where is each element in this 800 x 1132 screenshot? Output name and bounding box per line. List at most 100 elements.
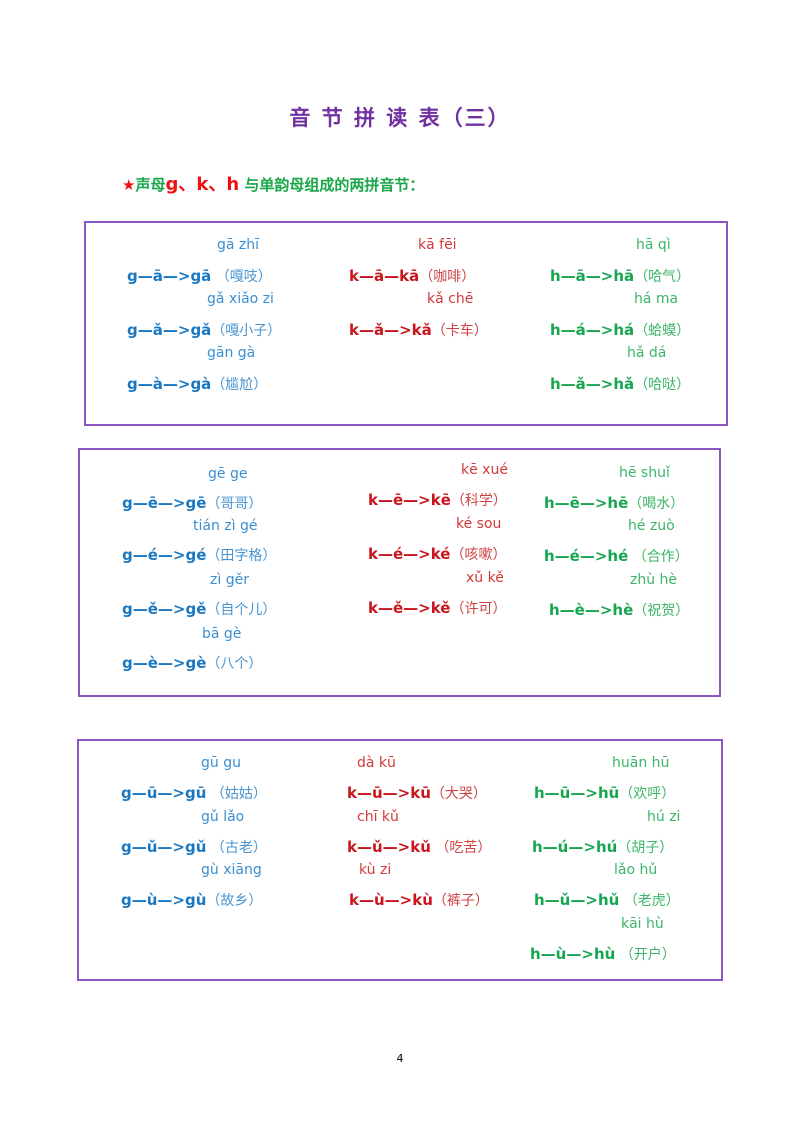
example-word: （科学） <box>450 493 507 509</box>
example-word: （蛤蟆） <box>634 323 691 339</box>
spelling-formula: h—è—>hè（祝贺） <box>549 600 689 621</box>
spelling-formula: h—ǔ—>hǔ （老虎） <box>534 890 680 911</box>
spelling-formula: g—ē—>gē（哥哥） <box>122 493 262 514</box>
formula-text: h—ǔ—> <box>534 891 598 909</box>
spelling-formula: h—ē—>hē（喝水） <box>544 493 684 514</box>
example-word: （哈气） <box>634 269 691 285</box>
example-word: （哥哥） <box>206 496 263 512</box>
result-syllable: gā <box>190 267 212 285</box>
spelling-formula: g—ǎ—>gǎ（嘎小子） <box>127 320 281 341</box>
spelling-formula: g—ǔ—>gǔ （古老） <box>121 837 267 858</box>
example-word: （嘎小子） <box>211 323 282 339</box>
spelling-formula: g—ū—>gū （姑姑） <box>121 783 267 804</box>
result-syllable: kā <box>399 267 420 285</box>
spelling-formula: h—é—>hé （合作） <box>544 546 689 567</box>
spelling-formula: h—á—>há（蛤蟆） <box>550 320 690 341</box>
heading-text: 声母 <box>135 176 166 194</box>
section-heading: ★声母g、k、h 与单韵母组成的两拼音节： <box>122 170 424 196</box>
formula-text: g—ù—> <box>121 891 185 909</box>
example-word: （合作） <box>628 549 689 565</box>
result-syllable: hú <box>595 838 618 856</box>
pinyin-label: gā zhī <box>217 237 260 253</box>
formula-text: h—ǎ—> <box>550 375 614 393</box>
result-syllable: hǔ <box>597 891 620 909</box>
pinyin-label: gū gu <box>201 755 241 771</box>
result-syllable: hù <box>593 945 616 963</box>
spelling-formula: g—à—>gà（尴尬） <box>127 374 267 395</box>
pinyin-label: hē shuǐ <box>619 465 670 481</box>
pinyin-label: chī kǔ <box>357 809 399 825</box>
example-word: （自个儿） <box>206 602 277 618</box>
result-syllable: hé <box>607 547 629 565</box>
pinyin-label: hā qì <box>636 237 671 253</box>
pinyin-label: kā fēi <box>418 237 457 253</box>
formula-text: k—ū—> <box>347 784 411 802</box>
formula-text: h—á—> <box>550 321 614 339</box>
spelling-formula: h—ú—>hú（胡子） <box>532 837 673 858</box>
spelling-formula: h—ù—>hù （开户） <box>530 944 676 965</box>
example-word: （咖啡） <box>419 269 476 285</box>
example-word: （大哭） <box>430 786 487 802</box>
pinyin-label: kù zi <box>359 862 392 878</box>
example-word: （嘎吱） <box>211 269 272 285</box>
formula-text: g—ū—> <box>121 784 185 802</box>
pinyin-label: kē xué <box>461 462 508 478</box>
star-icon: ★ <box>122 176 136 194</box>
spelling-formula: g—è—>gè（八个） <box>122 653 262 674</box>
pinyin-label: dà kū <box>357 755 396 771</box>
formula-text: h—ú—> <box>532 838 596 856</box>
spelling-formula: h—ā—>hā（哈气） <box>550 266 690 287</box>
result-syllable: hū <box>597 784 620 802</box>
pinyin-label: gù xiāng <box>201 862 262 878</box>
pinyin-label: hú zi <box>647 809 681 825</box>
spelling-formula: g—é—>gé（田字格） <box>122 545 276 566</box>
heading-text: 与单韵母组成的两拼音节： <box>239 176 425 194</box>
result-syllable: kě <box>430 599 451 617</box>
result-syllable: kǔ <box>410 838 431 856</box>
pinyin-label: bā gè <box>202 626 242 642</box>
formula-text: g—é—> <box>122 546 186 564</box>
formula-text: g—ē—> <box>122 494 186 512</box>
formula-text: g—ě—> <box>122 600 186 618</box>
spelling-formula: k—é—>ké（咳嗽） <box>368 544 506 565</box>
example-word: （古老） <box>206 840 267 856</box>
pinyin-label: gǔ lǎo <box>201 809 245 825</box>
formula-text: h—ū—> <box>534 784 598 802</box>
pinyin-label: zhù hè <box>630 572 678 588</box>
example-word: （裤子） <box>432 893 489 909</box>
example-word: （哈哒） <box>634 377 691 393</box>
result-syllable: gū <box>184 784 207 802</box>
example-word: （尴尬） <box>211 377 268 393</box>
pinyin-label: há ma <box>634 291 679 307</box>
formula-text: k—ǔ—> <box>347 838 411 856</box>
spelling-formula: k—ā—kā（咖啡） <box>349 266 475 287</box>
result-syllable: há <box>613 321 635 339</box>
example-word: （开户） <box>615 947 676 963</box>
pinyin-label: lǎo hǔ <box>614 862 658 878</box>
formula-text: k—ù—> <box>349 891 413 909</box>
pinyin-label: hé zuò <box>628 518 675 534</box>
pinyin-label: tián zì gé <box>193 518 258 534</box>
result-syllable: gě <box>185 600 207 618</box>
syllable-box-e <box>78 448 721 697</box>
result-syllable: hē <box>607 494 629 512</box>
result-syllable: gǔ <box>184 838 207 856</box>
heading-letters: g、k、h <box>165 174 240 195</box>
spelling-formula: g—ù—>gù（故乡） <box>121 890 262 911</box>
example-word: （卡车） <box>431 323 488 339</box>
example-word: （咳嗽） <box>450 547 507 563</box>
spelling-formula: k—ǔ—>kǔ （吃苦） <box>347 837 491 858</box>
example-word: （吃苦） <box>430 840 492 856</box>
page-title: 音 节 拼 读 表（三） <box>289 106 511 130</box>
example-word: （喝水） <box>628 496 685 512</box>
pinyin-label: kāi hù <box>621 916 664 932</box>
result-syllable: gù <box>184 891 207 909</box>
formula-text: h—é—> <box>544 547 608 565</box>
spelling-formula: k—ě—>kě（许可） <box>368 598 506 619</box>
example-word: （故乡） <box>206 893 263 909</box>
formula-text: k—ē—> <box>368 491 431 509</box>
pinyin-label: gǎ xiǎo zi <box>207 291 274 307</box>
example-word: （胡子） <box>617 840 674 856</box>
formula-text: h—ē—> <box>544 494 608 512</box>
